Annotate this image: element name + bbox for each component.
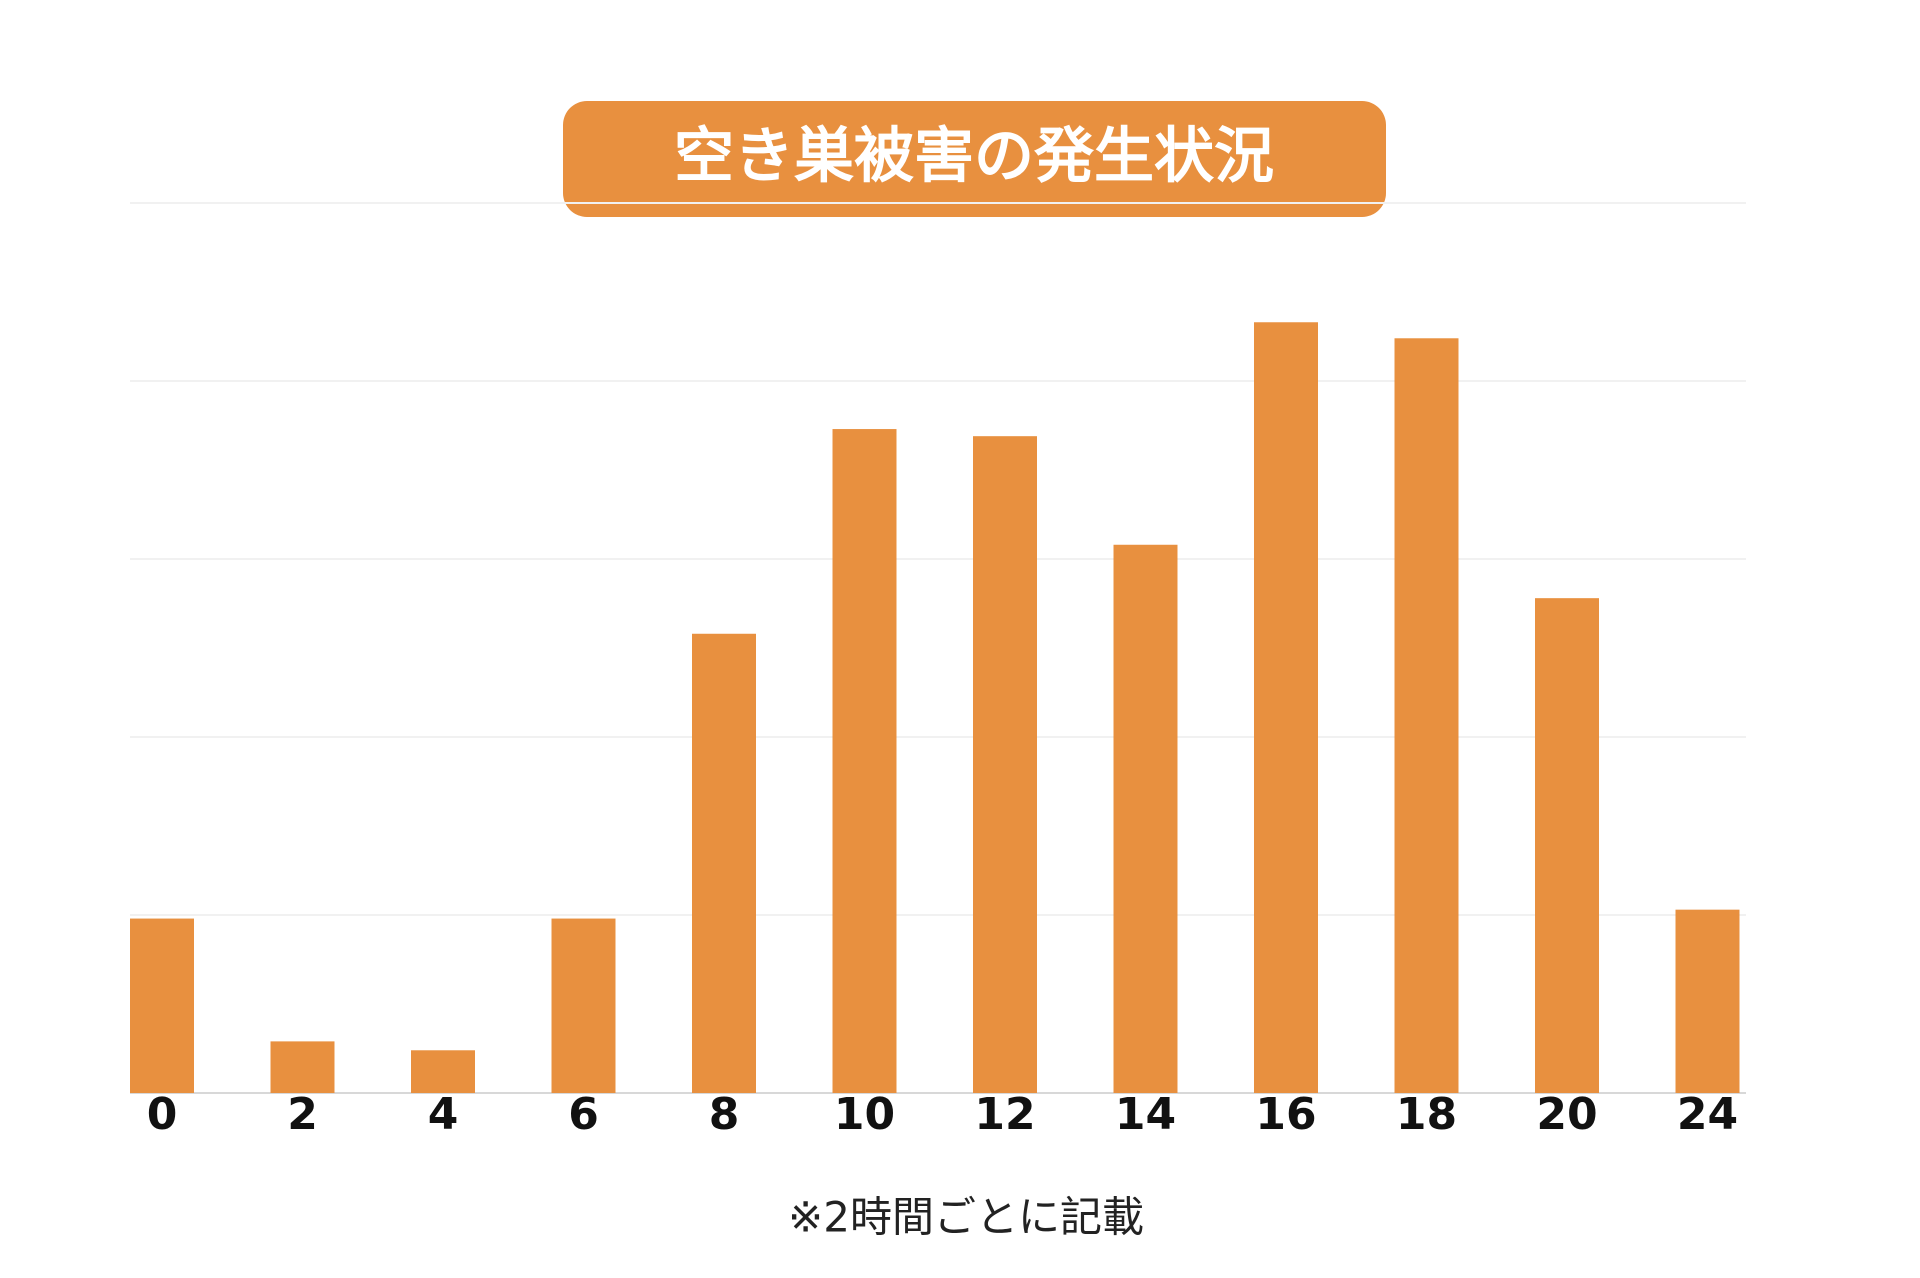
x-tick-label: 14 [1115,1089,1176,1140]
bar [1113,544,1178,1093]
x-tick-label: 24 [1677,1089,1738,1140]
x-tick-label: 12 [974,1089,1035,1140]
footnote: ※2時間ごとに記載 [788,1193,1144,1242]
bar [832,429,897,1093]
x-tick-label: 4 [428,1089,459,1140]
bar [1535,598,1599,1093]
x-tick-label: 2 [287,1089,318,1140]
bar [411,1050,475,1093]
bar [551,918,616,1093]
x-tick-label: 20 [1536,1089,1597,1140]
bar [692,633,756,1093]
bar [973,436,1037,1093]
x-tick-label: 8 [709,1089,740,1140]
x-tick-label: 18 [1396,1089,1457,1140]
bar [1254,322,1318,1093]
bar [130,918,194,1093]
title-box [563,101,1386,217]
x-tick-label: 16 [1255,1089,1316,1140]
bar [1675,909,1740,1093]
x-tick-label: 6 [568,1089,599,1140]
x-tick-label: 0 [147,1089,178,1140]
chart-title: 空き巣被害の発生状況 [674,122,1274,192]
x-tick-label: 10 [834,1089,895,1140]
bar [1394,338,1459,1093]
bar [270,1041,335,1093]
